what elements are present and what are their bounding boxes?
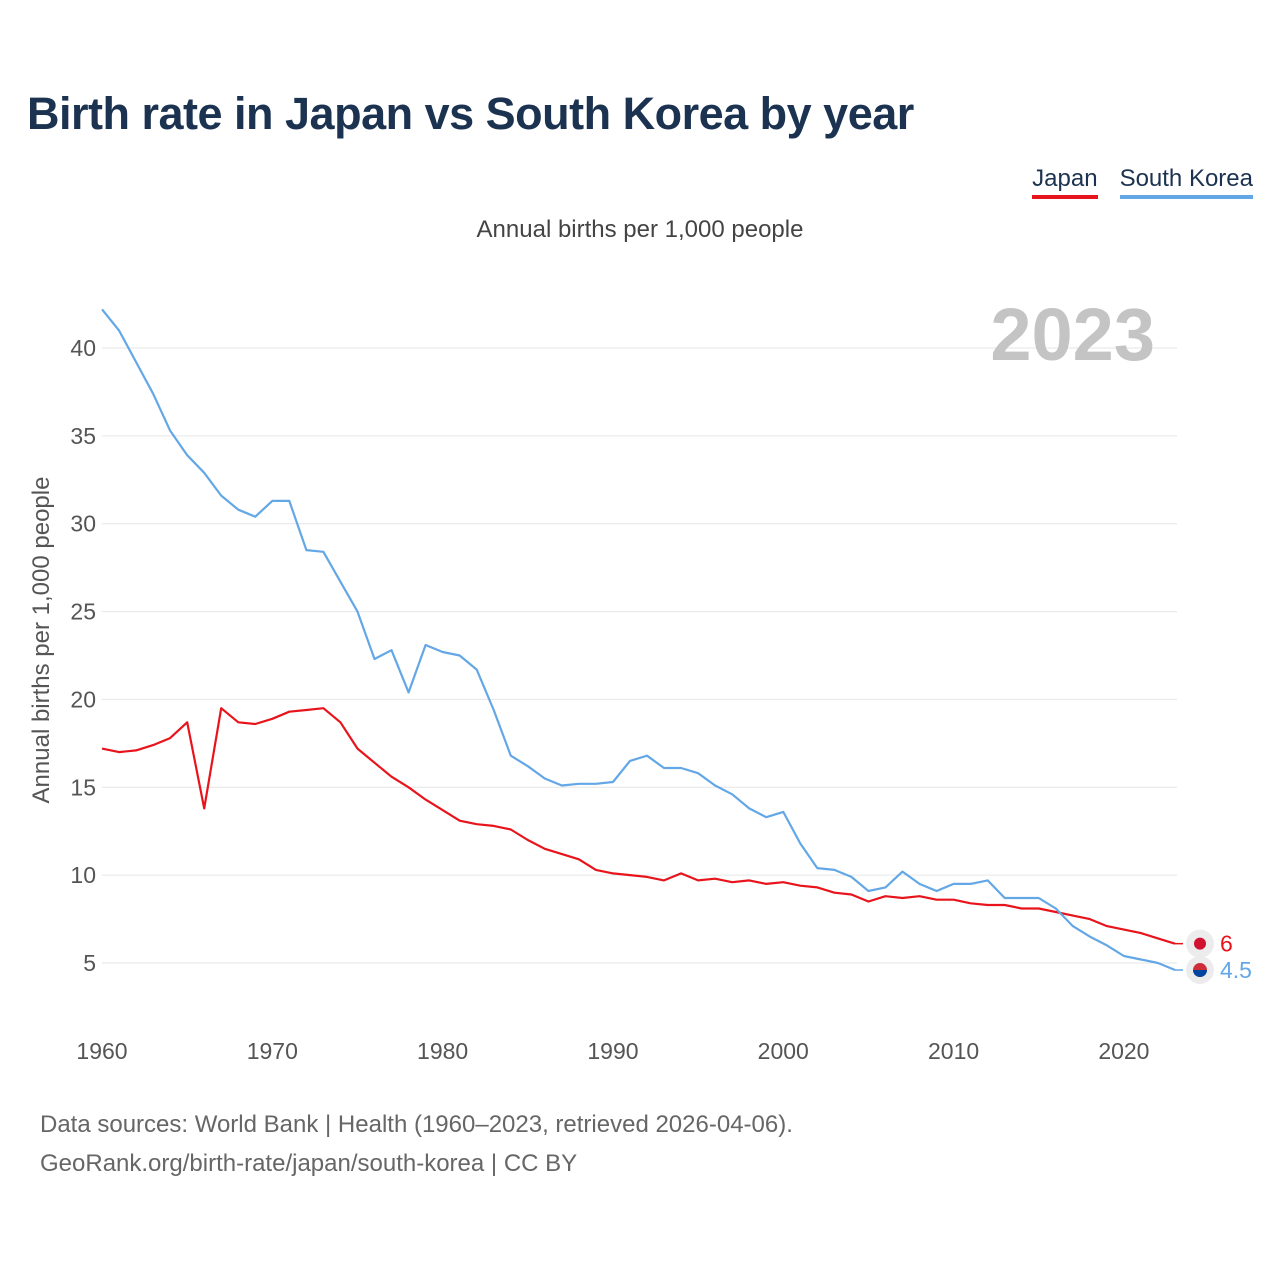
- legend-item-south-korea[interactable]: South Korea: [1119, 165, 1253, 199]
- series-line-south-korea: [101, 308, 1176, 972]
- footer-link[interactable]: GeoRank.org/birth-rate/japan/south-korea…: [40, 1150, 578, 1177]
- footer-sources: Data sources: World Bank | Health (1960–…: [40, 1111, 793, 1138]
- y-tick-10: 10: [70, 862, 96, 888]
- flag-korea-taegeuk-bottom: [1193, 970, 1207, 978]
- x-tick-1960: 1960: [76, 1038, 127, 1064]
- y-tick-25: 25: [70, 599, 96, 625]
- x-tick-2010: 2010: [928, 1038, 979, 1064]
- gridlines: [102, 347, 1177, 964]
- x-tick-1970: 1970: [247, 1038, 298, 1064]
- x-tick-2000: 2000: [758, 1038, 809, 1064]
- y-tick-35: 35: [70, 423, 96, 449]
- y-tick-40: 40: [70, 335, 96, 361]
- y-tick-20: 20: [70, 686, 96, 712]
- end-markers: 64.5: [1175, 929, 1252, 985]
- y-tick-30: 30: [70, 511, 96, 537]
- legend-item-japan[interactable]: Japan: [1032, 165, 1098, 199]
- footer: Data sources: World Bank | Health (1960–…: [40, 1105, 793, 1183]
- end-label-japan: 6: [1220, 931, 1233, 957]
- x-tick-2020: 2020: [1098, 1038, 1149, 1064]
- chart-subtitle: Annual births per 1,000 people: [476, 216, 804, 243]
- x-tick-1980: 1980: [417, 1038, 468, 1064]
- flag-japan-disc: [1194, 937, 1206, 950]
- end-label-south-korea: 4.5: [1220, 957, 1252, 983]
- y-tick-labels: 5 10 15 20 25 30 35 40: [70, 335, 96, 976]
- x-tick-labels: 1960 1970 1980 1990 2000 2010 2020: [76, 1038, 1149, 1064]
- year-badge: 2023: [990, 293, 1155, 376]
- x-tick-1990: 1990: [587, 1038, 638, 1064]
- chart-title: Birth rate in Japan vs South Korea by ye…: [27, 88, 914, 139]
- series-line-japan: [101, 707, 1176, 945]
- legend: Japan South Korea: [1032, 165, 1253, 199]
- series-lines: [101, 308, 1176, 972]
- y-tick-5: 5: [83, 950, 96, 976]
- y-tick-15: 15: [70, 774, 96, 800]
